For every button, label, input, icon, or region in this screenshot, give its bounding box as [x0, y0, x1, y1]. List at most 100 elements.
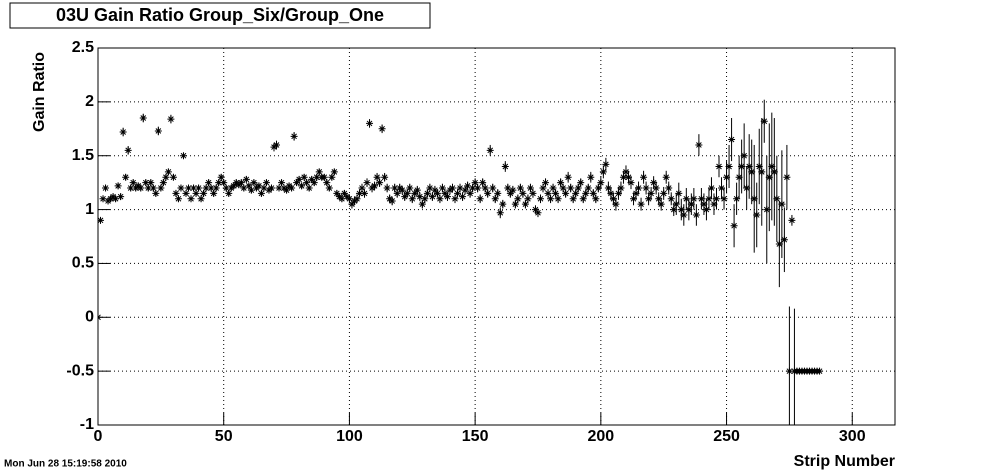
marker: [303, 179, 311, 187]
marker: [557, 179, 565, 187]
marker: [758, 168, 766, 176]
marker: [750, 195, 758, 203]
marker: [147, 179, 155, 187]
marker: [275, 184, 283, 192]
marker: [496, 209, 504, 217]
marker: [338, 195, 346, 203]
title-box: [9, 2, 431, 29]
marker: [403, 189, 411, 197]
marker: [230, 182, 238, 190]
marker: [619, 173, 627, 181]
marker: [355, 189, 363, 197]
marker: [529, 189, 537, 197]
marker: [441, 189, 449, 197]
marker: [310, 179, 318, 187]
marker: [127, 184, 135, 192]
marker: [433, 189, 441, 197]
chart-title: 03U Gain Ratio Group_Six/Group_One: [56, 5, 384, 25]
marker: [471, 179, 479, 187]
marker: [516, 184, 524, 192]
marker: [190, 184, 198, 192]
marker: [479, 179, 487, 187]
marker: [680, 211, 688, 219]
y-tick-label: 0: [85, 309, 94, 326]
marker: [582, 189, 590, 197]
marker: [778, 200, 786, 208]
marker: [345, 195, 353, 203]
marker: [383, 184, 391, 192]
marker: [250, 179, 258, 187]
marker: [172, 189, 180, 197]
marker: [124, 146, 132, 154]
x-tick-label: 200: [587, 428, 614, 445]
marker: [677, 206, 685, 214]
marker: [594, 184, 602, 192]
marker: [753, 211, 761, 219]
marker: [612, 200, 620, 208]
plot-frame: [97, 47, 896, 426]
marker: [738, 162, 746, 170]
x-tick-label: 100: [336, 428, 363, 445]
marker: [707, 184, 715, 192]
marker: [195, 184, 203, 192]
marker: [657, 200, 665, 208]
marker: [102, 184, 110, 192]
marker: [531, 206, 539, 214]
marker: [710, 200, 718, 208]
marker: [544, 189, 552, 197]
marker: [552, 189, 560, 197]
marker: [333, 189, 341, 197]
marker: [484, 189, 492, 197]
marker: [459, 193, 467, 201]
marker: [730, 222, 738, 230]
marker: [675, 189, 683, 197]
marker: [212, 184, 220, 192]
marker: [245, 182, 253, 190]
marker: [622, 168, 630, 176]
y-axis-label: Gain Ratio: [31, 52, 48, 132]
marker: [481, 184, 489, 192]
marker: [728, 136, 736, 144]
marker: [630, 195, 638, 203]
marker: [511, 200, 519, 208]
marker: [451, 195, 459, 203]
marker: [700, 200, 708, 208]
marker: [164, 168, 172, 176]
marker: [393, 189, 401, 197]
marker: [288, 184, 296, 192]
marker: [416, 193, 424, 201]
marker: [499, 200, 507, 208]
marker: [99, 195, 107, 203]
marker: [278, 179, 286, 187]
marker: [614, 189, 622, 197]
marker: [652, 184, 660, 192]
marker: [740, 152, 748, 160]
marker: [255, 182, 263, 190]
marker: [200, 189, 208, 197]
marker: [584, 184, 592, 192]
x-tick-label: 0: [94, 428, 103, 445]
y-tick-label: 1.5: [72, 147, 94, 164]
marker: [745, 162, 753, 170]
marker: [524, 195, 532, 203]
marker: [242, 175, 250, 183]
marker: [154, 127, 162, 135]
y-tick-label: 0.5: [72, 255, 94, 272]
marker: [300, 173, 308, 181]
marker: [469, 184, 477, 192]
marker: [723, 173, 731, 181]
marker: [486, 146, 494, 154]
marker: [572, 189, 580, 197]
marker: [602, 160, 610, 168]
marker: [144, 184, 152, 192]
marker: [569, 195, 577, 203]
marker: [443, 193, 451, 201]
marker: [637, 200, 645, 208]
marker: [137, 184, 145, 192]
marker: [715, 162, 723, 170]
marker: [185, 184, 193, 192]
marker: [775, 240, 783, 248]
marker: [607, 189, 615, 197]
marker: [587, 173, 595, 181]
